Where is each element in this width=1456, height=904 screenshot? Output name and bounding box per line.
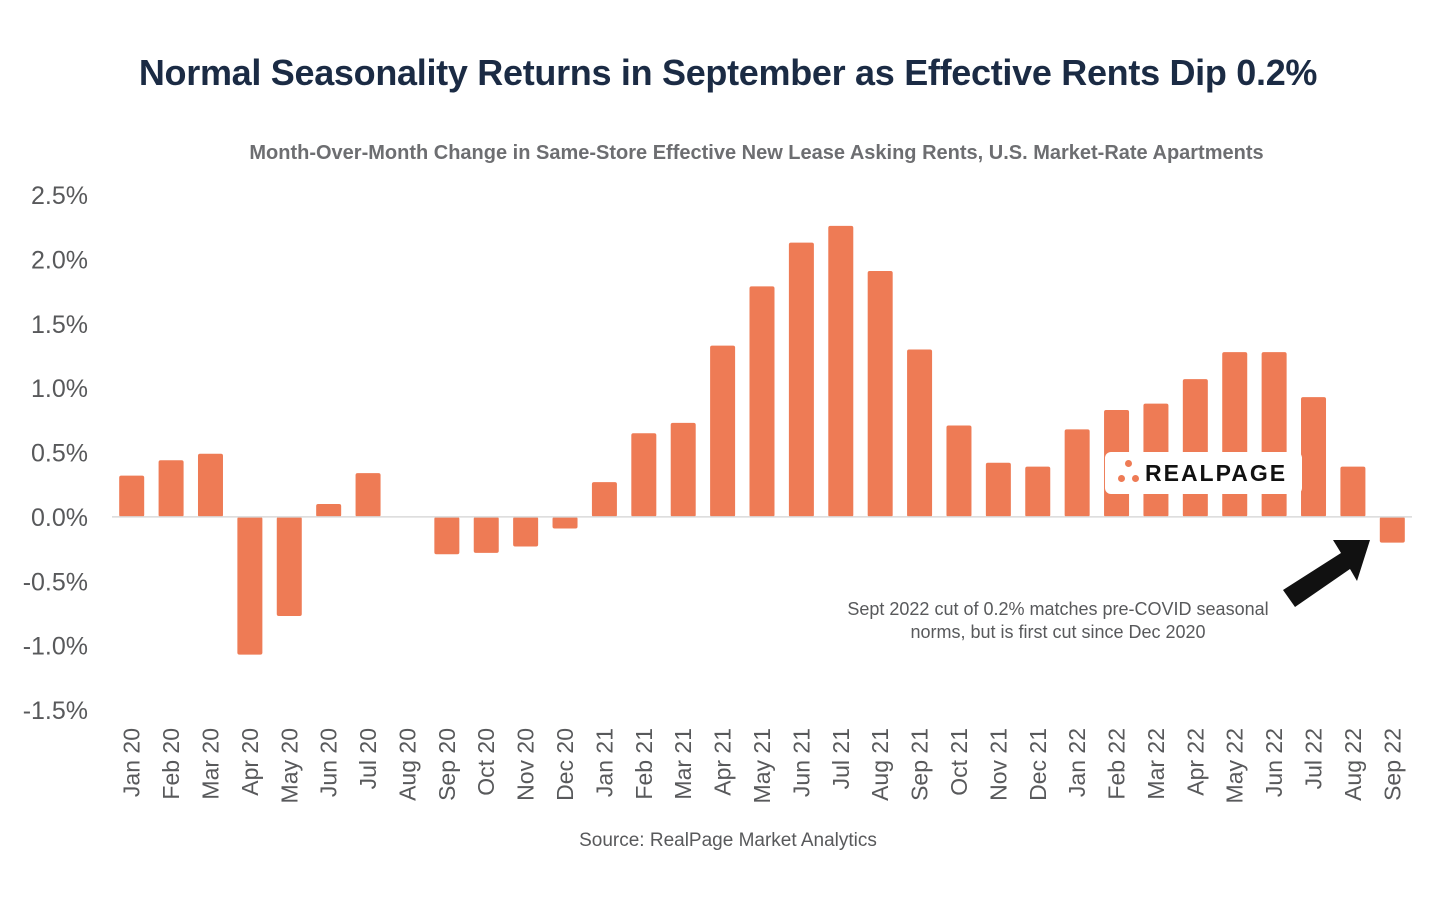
x-tick-label: Sep 21 xyxy=(907,728,933,801)
x-tick-label: Oct 20 xyxy=(473,728,499,796)
x-tick-label: May 21 xyxy=(749,728,775,803)
bar xyxy=(434,516,460,555)
x-tick-label: Jun 20 xyxy=(316,728,342,797)
bar xyxy=(1379,516,1405,543)
bar xyxy=(158,460,184,517)
x-tick-label: Jul 20 xyxy=(355,728,381,789)
chart-source: Source: RealPage Market Analytics xyxy=(579,830,877,851)
annotation-line-2: norms, but is first cut since Dec 2020 xyxy=(910,622,1206,642)
y-tick-label: -1.5% xyxy=(23,697,88,725)
y-tick-label: 1.5% xyxy=(31,311,88,339)
y-tick-label: 2.5% xyxy=(31,182,88,210)
realpage-logo: REALPAGE xyxy=(1105,452,1302,494)
x-tick-label: Apr 22 xyxy=(1182,728,1208,796)
y-tick-label: 2.0% xyxy=(31,246,88,274)
bar xyxy=(749,286,775,517)
chart-subtitle: Month-Over-Month Change in Same-Store Ef… xyxy=(249,142,1264,164)
x-tick-label: Aug 22 xyxy=(1340,728,1366,801)
bar xyxy=(1064,429,1090,517)
bar xyxy=(788,242,814,517)
annotation-line-1: Sept 2022 cut of 0.2% matches pre-COVID … xyxy=(847,599,1269,619)
bar xyxy=(867,270,893,517)
bar xyxy=(1301,397,1327,517)
x-tick-label: Feb 20 xyxy=(158,728,184,800)
x-tick-label: Apr 21 xyxy=(710,728,736,796)
bar xyxy=(276,516,302,617)
x-tick-label: May 22 xyxy=(1222,728,1248,803)
bar xyxy=(985,462,1011,517)
x-tick-label: Jun 22 xyxy=(1261,728,1287,797)
bar xyxy=(197,453,223,517)
logo-dots-icon xyxy=(1115,458,1145,488)
bar xyxy=(237,516,263,655)
x-tick-label: Sep 20 xyxy=(434,728,460,801)
x-tick-label: Apr 20 xyxy=(237,728,263,796)
x-tick-label: Aug 21 xyxy=(867,728,893,801)
y-tick-label: 0.0% xyxy=(31,504,88,532)
bar xyxy=(316,504,342,517)
x-tick-label: Jan 21 xyxy=(591,728,617,797)
y-tick-label: -1.0% xyxy=(23,633,88,661)
x-tick-label: Nov 21 xyxy=(985,728,1011,801)
bar xyxy=(1025,466,1051,517)
y-tick-label: -0.5% xyxy=(23,568,88,596)
y-tick-label: 1.0% xyxy=(31,375,88,403)
y-tick-label: 0.5% xyxy=(31,440,88,468)
chart-title: Normal Seasonality Returns in September … xyxy=(138,52,1318,93)
annotation-arrow-icon xyxy=(1283,540,1370,607)
x-tick-label: Mar 21 xyxy=(670,728,696,800)
bar xyxy=(513,516,539,547)
bar xyxy=(710,345,736,517)
x-tick-label: Jul 21 xyxy=(828,728,854,789)
x-tick-label: Dec 21 xyxy=(1025,728,1051,801)
x-tick-label: Mar 22 xyxy=(1143,728,1169,800)
bar xyxy=(1182,379,1208,517)
bar xyxy=(355,473,381,517)
x-tick-label: Jan 20 xyxy=(119,728,145,797)
x-tick-label: Mar 20 xyxy=(197,728,223,800)
x-axis: Jan 20 Feb 20 Mar 20 Apr 20 May 20 Jun 20 Jul … xyxy=(119,728,1406,803)
x-tick-label: Jun 21 xyxy=(788,728,814,797)
x-tick-label: Jan 22 xyxy=(1064,728,1090,797)
bar xyxy=(591,482,617,517)
bar xyxy=(631,433,657,517)
x-tick-label: May 20 xyxy=(276,728,302,803)
bar xyxy=(907,349,933,517)
bar xyxy=(670,422,696,517)
logo-text: REALPAGE xyxy=(1145,459,1288,486)
x-tick-label: Sep 22 xyxy=(1379,728,1405,801)
bars-group xyxy=(119,225,1405,655)
x-tick-label: Feb 21 xyxy=(631,728,657,800)
x-tick-label: Aug 20 xyxy=(394,728,420,801)
bar xyxy=(552,516,578,529)
x-tick-label: Feb 22 xyxy=(1104,728,1130,800)
bar xyxy=(119,475,145,517)
x-tick-label: Oct 21 xyxy=(946,728,972,796)
y-axis: 2.5% 2.0% 1.5% 1.0% 0.5% 0.0% -0.5% -1.0% -1.5% xyxy=(23,182,88,725)
annotation-text: Sept 2022 cut of 0.2% matches pre-COVID … xyxy=(820,598,1296,644)
x-tick-label: Jul 22 xyxy=(1301,728,1327,789)
bar xyxy=(828,225,854,517)
bar xyxy=(1340,466,1366,517)
bar xyxy=(946,425,972,517)
x-tick-label: Dec 20 xyxy=(552,728,578,801)
bar xyxy=(473,516,499,553)
x-tick-label: Nov 20 xyxy=(513,728,539,801)
